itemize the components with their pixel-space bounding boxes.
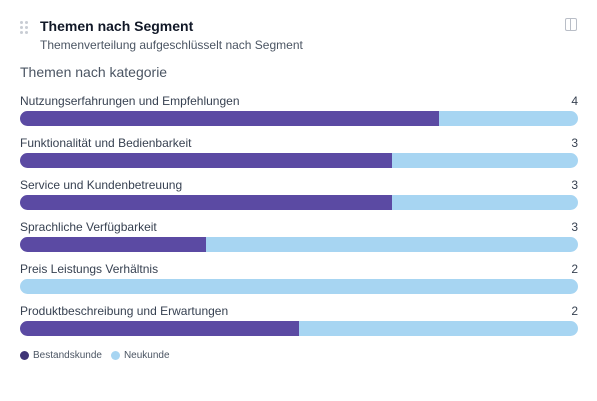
card-subtitle: Themenverteilung aufgeschlüsselt nach Se… bbox=[40, 38, 303, 52]
bar-segment-bestandskunde[interactable] bbox=[20, 111, 439, 126]
stacked-bar[interactable] bbox=[20, 237, 578, 252]
bar-segment-bestandskunde[interactable] bbox=[20, 195, 393, 210]
bar-segment-neukunde[interactable] bbox=[392, 153, 578, 168]
category-count: 2 bbox=[571, 304, 578, 318]
bar-segment-bestandskunde[interactable] bbox=[20, 153, 393, 168]
category-label: Sprachliche Verfügbarkeit bbox=[20, 220, 157, 234]
category-count: 2 bbox=[571, 262, 578, 276]
category-label: Nutzungserfahrungen und Empfehlungen bbox=[20, 94, 240, 108]
bar-segment-bestandskunde[interactable] bbox=[20, 237, 206, 252]
legend-label: Neukunde bbox=[123, 350, 170, 361]
bar-segment-neukunde[interactable] bbox=[392, 195, 578, 210]
legend-dot-icon bbox=[20, 351, 29, 360]
legend-label: Bestandskunde bbox=[33, 350, 102, 361]
bar-segment-bestandskunde[interactable] bbox=[20, 321, 299, 336]
category-label: Service und Kundenbetreuung bbox=[20, 178, 183, 192]
bar-segment-neukunde[interactable] bbox=[438, 111, 578, 126]
category-row: Nutzungserfahrungen und Empfehlungen 4 bbox=[20, 94, 578, 136]
category-count: 3 bbox=[571, 178, 578, 192]
category-row: Sprachliche Verfügbarkeit 3 bbox=[20, 220, 578, 262]
category-row: Preis Leistungs Verhältnis 2 bbox=[20, 262, 578, 304]
section-title: Themen nach kategorie bbox=[20, 64, 168, 80]
category-label: Produktbeschreibung und Erwartungen bbox=[20, 304, 229, 318]
drag-handle-icon[interactable] bbox=[20, 21, 28, 34]
category-label: Preis Leistungs Verhältnis bbox=[20, 262, 159, 276]
bar-segment-neukunde[interactable] bbox=[299, 321, 578, 336]
legend: Bestandskunde Neukunde bbox=[20, 350, 170, 361]
category-row: Produktbeschreibung und Erwartungen 2 bbox=[20, 304, 578, 346]
stacked-bar[interactable] bbox=[20, 195, 578, 210]
panel-toggle-icon[interactable] bbox=[565, 18, 577, 31]
legend-item[interactable]: Neukunde bbox=[110, 350, 170, 361]
legend-dot-icon bbox=[110, 351, 120, 360]
category-count: 4 bbox=[571, 94, 578, 108]
category-label: Funktionalität und Bedienbarkeit bbox=[20, 136, 192, 150]
stacked-bar[interactable] bbox=[20, 111, 578, 126]
category-count: 3 bbox=[571, 220, 578, 234]
category-bar-list: Nutzungserfahrungen und Empfehlungen 4 Fun… bbox=[20, 94, 578, 346]
legend-item[interactable]: Bestandskunde bbox=[20, 350, 102, 361]
category-row: Service und Kundenbetreuung 3 bbox=[20, 178, 578, 220]
stacked-bar[interactable] bbox=[20, 279, 578, 294]
bar-segment-neukunde[interactable] bbox=[20, 279, 578, 294]
bar-segment-neukunde[interactable] bbox=[205, 237, 578, 252]
category-count: 3 bbox=[571, 136, 578, 150]
category-row: Funktionalität und Bedienbarkeit 3 bbox=[20, 136, 578, 178]
stacked-bar[interactable] bbox=[20, 321, 578, 336]
card-title: Themen nach Segment bbox=[40, 18, 194, 34]
stacked-bar[interactable] bbox=[20, 153, 578, 168]
